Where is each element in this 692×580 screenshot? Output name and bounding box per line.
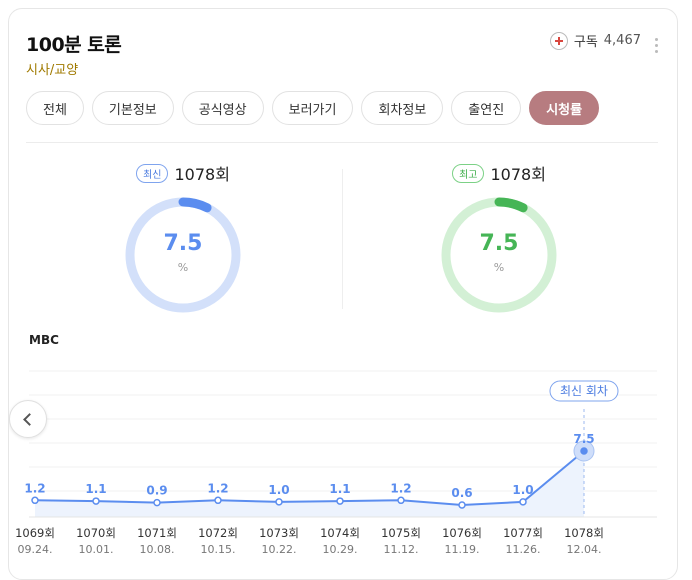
best-value: 7.5 [479,231,519,256]
data-label: 1.2 [390,481,411,495]
program-title: 100분 토론 [26,34,122,56]
data-point [275,498,283,506]
episode-tick-label: 1076회 [442,526,482,540]
subscribe-button[interactable]: 구독 4,467 [549,31,641,50]
data-label: 1.2 [24,481,45,495]
episode-tick-label: 1072회 [198,526,238,540]
tab-official-videos[interactable]: 공식영상 [181,91,264,125]
episode-tick-label: 1071회 [137,526,177,540]
date-tick-label: 11.12. [384,543,419,556]
date-tick-label: 11.26. [506,543,541,556]
tab-bar: 전체 기본정보 공식영상 보러가기 회차정보 출연진 시청률 [26,91,600,125]
data-label: 0.9 [146,484,167,498]
date-tick-label: 10.08. [140,543,175,556]
ratings-line-chart: 1.2 1069회 09.24. 1.1 1070회 10.01. 0.9 1071회 10.0… [15,370,657,556]
latest-rating: 최신 1078회 7.5 % [83,161,283,317]
latest-episode-tag-box [549,380,619,402]
data-label: 1.2 [207,481,228,495]
rating-divider [342,169,343,309]
more-options-icon[interactable] [655,38,659,54]
date-tick-label: 09.24. [18,543,53,556]
data-point [580,447,588,455]
date-tick-label: 10.15. [201,543,236,556]
best-badge: 최고 [452,163,485,183]
program-genre: 시사/교양 [26,63,79,78]
data-point [519,498,527,506]
latest-badge: 최신 [136,163,169,183]
episode-tick-label: 1070회 [76,526,116,540]
section-divider [26,142,658,143]
chevron-left-icon [23,412,36,426]
latest-value: 7.5 [163,231,203,256]
best-unit: % [493,261,505,274]
best-gauge: 7.5 % [437,193,561,317]
data-point [31,496,39,505]
series-line [34,450,585,507]
data-point [92,497,100,505]
data-label: 1.1 [329,482,350,496]
latest-episode-tag: 최신 회차 [560,384,608,398]
plus-icon [549,31,568,50]
latest-unit: % [177,261,189,274]
data-point [458,501,466,509]
latest-gauge: 7.5 % [121,193,245,317]
tab-cast[interactable]: 출연진 [451,91,522,125]
tab-basic-info[interactable]: 기본정보 [91,91,174,125]
episode-tick-label: 1069회 [15,526,55,540]
data-point [214,496,222,505]
data-label: 7.5 [573,432,594,446]
tab-all[interactable]: 전체 [26,91,84,125]
subscribe-count: 4,467 [603,33,641,48]
date-tick-label: 10.29. [323,543,358,556]
episode-tick-label: 1074회 [320,526,360,540]
date-tick-label: 11.19. [445,543,480,556]
data-label: 0.6 [451,486,472,500]
episode-tick-label: 1077회 [503,526,543,540]
network-label: MBC [29,333,59,347]
prev-button[interactable] [9,400,47,438]
series-area [35,451,584,517]
data-label: 1.0 [268,483,289,497]
episode-tick-label: 1078회 [564,526,604,540]
data-point [153,498,161,507]
tab-watch[interactable]: 보러가기 [271,91,354,125]
ratings-card: 100분 토론 시사/교양 구독 4,467 전체 기본정보 공식영상 보러가기… [8,8,678,580]
best-rating: 최고 1078회 7.5 % [399,161,599,317]
date-tick-label: 12.04. [567,543,602,556]
date-tick-label: 10.22. [262,543,297,556]
data-label: 1.0 [512,483,533,497]
tab-episodes[interactable]: 회차정보 [361,91,444,125]
date-tick-label: 10.01. [79,543,114,556]
episode-tick-label: 1073회 [259,526,299,540]
episode-tick-label: 1075회 [381,526,421,540]
data-point [397,496,405,505]
data-label: 1.1 [85,482,106,496]
subscribe-label: 구독 [573,35,598,50]
tab-ratings[interactable]: 시청률 [529,91,600,125]
latest-episode: 1078회 [174,165,230,184]
data-point [336,497,344,505]
best-episode: 1078회 [490,165,546,184]
